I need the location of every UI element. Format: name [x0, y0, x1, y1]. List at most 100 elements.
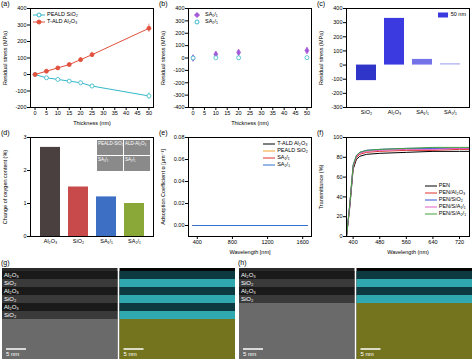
svg-text:SA₁/₁: SA₁/₁ — [416, 109, 429, 115]
svg-text:25: 25 — [247, 110, 253, 116]
svg-text:200: 200 — [17, 38, 26, 44]
svg-text:Al₂O₃: Al₂O₃ — [241, 272, 256, 278]
svg-text:400: 400 — [193, 239, 202, 245]
svg-text:1200: 1200 — [261, 239, 273, 245]
svg-text:0: 0 — [339, 62, 342, 68]
svg-text:50: 50 — [304, 110, 310, 116]
svg-text:200: 200 — [333, 34, 342, 40]
svg-text:20: 20 — [78, 110, 84, 116]
svg-text:15: 15 — [224, 110, 230, 116]
svg-text:40: 40 — [281, 110, 287, 116]
svg-text:-200: -200 — [173, 80, 184, 86]
svg-text:20: 20 — [236, 110, 242, 116]
svg-text:400: 400 — [17, 5, 26, 11]
svg-text:0: 0 — [192, 110, 195, 116]
svg-text:5 nm: 5 nm — [124, 351, 137, 357]
svg-text:Residual stress (MPa): Residual stress (MPa) — [2, 31, 8, 85]
svg-text:0: 0 — [339, 233, 342, 239]
svg-text:5: 5 — [45, 110, 48, 116]
svg-text:45: 45 — [134, 110, 140, 116]
svg-text:25: 25 — [89, 110, 95, 116]
svg-text:20: 20 — [336, 213, 342, 219]
svg-text:1600: 1600 — [297, 239, 309, 245]
svg-text:SA₂/₁: SA₂/₁ — [444, 109, 457, 115]
svg-text:-200: -200 — [331, 90, 342, 96]
svg-text:3: 3 — [23, 134, 26, 140]
svg-text:Al₂O₃: Al₂O₃ — [241, 288, 256, 294]
svg-text:10: 10 — [213, 110, 219, 116]
svg-text:5 nm: 5 nm — [243, 351, 256, 357]
svg-text:0: 0 — [181, 55, 184, 61]
svg-text:-400: -400 — [173, 104, 184, 110]
svg-text:SiO₂: SiO₂ — [4, 312, 17, 318]
svg-text:Al₂O₃: Al₂O₃ — [388, 109, 402, 115]
svg-text:0.02: 0.02 — [174, 200, 185, 206]
svg-text:35: 35 — [112, 110, 118, 116]
svg-text:0.06: 0.06 — [174, 156, 185, 162]
svg-text:50: 50 — [146, 110, 152, 116]
svg-text:40: 40 — [336, 194, 342, 200]
svg-text:480: 480 — [375, 239, 384, 245]
svg-text:0: 0 — [23, 233, 26, 239]
svg-text:720: 720 — [455, 239, 464, 245]
svg-text:200: 200 — [175, 30, 184, 36]
svg-text:400: 400 — [175, 5, 184, 11]
svg-text:0: 0 — [23, 71, 26, 77]
svg-text:SiO₂: SiO₂ — [241, 280, 254, 286]
svg-text:Thickness (nm): Thickness (nm) — [73, 120, 111, 126]
svg-text:Wavelength [nm]: Wavelength [nm] — [229, 249, 271, 255]
svg-text:Al₂O₃: Al₂O₃ — [4, 288, 19, 294]
svg-text:-100: -100 — [331, 76, 342, 82]
svg-text:800: 800 — [228, 239, 237, 245]
svg-text:Residual stress (MPa): Residual stress (MPa) — [318, 31, 324, 85]
svg-text:2: 2 — [23, 167, 26, 173]
svg-text:300: 300 — [175, 18, 184, 24]
svg-text:Wavelength (nm): Wavelength (nm) — [387, 249, 429, 255]
svg-text:Adsorption Coefficient α [μm⁻¹: Adsorption Coefficient α [μm⁻¹] — [160, 149, 166, 225]
svg-text:Al₂O₃: Al₂O₃ — [44, 238, 58, 244]
svg-text:-100: -100 — [15, 88, 26, 94]
svg-text:5 nm: 5 nm — [6, 351, 19, 357]
svg-text:-300: -300 — [173, 92, 184, 98]
svg-text:-300: -300 — [331, 104, 342, 110]
svg-text:Residual stress (MPa): Residual stress (MPa) — [160, 31, 166, 85]
svg-text:Transmittance (%): Transmittance (%) — [318, 164, 324, 209]
svg-text:60: 60 — [336, 174, 342, 180]
svg-text:40: 40 — [123, 110, 129, 116]
svg-text:-200: -200 — [15, 104, 26, 110]
svg-text:10: 10 — [55, 110, 61, 116]
svg-text:300: 300 — [333, 19, 342, 25]
svg-text:100: 100 — [333, 134, 342, 140]
svg-text:15: 15 — [66, 110, 72, 116]
svg-text:30: 30 — [258, 110, 264, 116]
svg-text:SiO₂: SiO₂ — [361, 109, 372, 115]
svg-text:400: 400 — [333, 5, 342, 11]
svg-text:SA₁/₁: SA₁/₁ — [100, 238, 113, 244]
svg-text:5: 5 — [203, 110, 206, 116]
svg-text:Thickness (nm): Thickness (nm) — [231, 120, 269, 126]
svg-text:0: 0 — [34, 110, 37, 116]
svg-text:400: 400 — [349, 239, 358, 245]
svg-text:-100: -100 — [173, 67, 184, 73]
svg-text:SiO₂: SiO₂ — [4, 296, 17, 302]
svg-text:Al₂O₃: Al₂O₃ — [4, 272, 19, 278]
svg-text:100: 100 — [333, 48, 342, 54]
svg-text:Change of oxygen content (%): Change of oxygen content (%) — [2, 150, 8, 224]
svg-text:640: 640 — [428, 239, 437, 245]
svg-text:5 nm: 5 nm — [361, 351, 374, 357]
svg-text:560: 560 — [402, 239, 411, 245]
svg-text:100: 100 — [17, 55, 26, 61]
svg-text:100: 100 — [175, 42, 184, 48]
svg-text:SiO₂: SiO₂ — [4, 280, 17, 286]
svg-text:300: 300 — [17, 22, 26, 28]
svg-text:30: 30 — [100, 110, 106, 116]
svg-text:45: 45 — [292, 110, 298, 116]
svg-text:0.08: 0.08 — [174, 134, 185, 140]
svg-text:SiO₂: SiO₂ — [241, 296, 254, 302]
svg-text:0.00: 0.00 — [174, 222, 185, 228]
svg-text:SiO₂: SiO₂ — [73, 238, 84, 244]
svg-text:0.04: 0.04 — [174, 178, 185, 184]
svg-text:Al₂O₃: Al₂O₃ — [4, 304, 19, 310]
svg-text:SA₂/₁: SA₂/₁ — [128, 238, 141, 244]
svg-text:35: 35 — [270, 110, 276, 116]
